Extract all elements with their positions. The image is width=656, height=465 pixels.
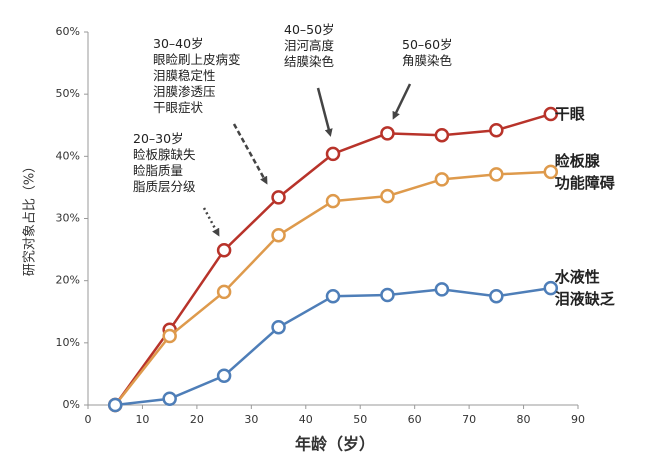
y-tick-label: 40%: [56, 149, 80, 162]
point: [380, 287, 395, 303]
point: [216, 284, 232, 300]
arrow: [202, 207, 220, 237]
annotation-arrows: [202, 83, 412, 237]
annotation: 40–50岁 泪河高度 结膜染色: [284, 22, 335, 69]
point: [489, 122, 504, 138]
y-tick-label: 0%: [63, 398, 80, 411]
x-tick-label: 60: [408, 413, 422, 426]
point: [107, 397, 123, 413]
arrow: [316, 87, 333, 137]
point: [543, 280, 559, 296]
x-axis-label: 年龄（岁）: [295, 435, 375, 454]
x-tick-label: 40: [299, 413, 313, 426]
point: [380, 188, 395, 204]
x-tick-label: 50: [353, 413, 367, 426]
x-tick-label: 10: [135, 413, 149, 426]
point: [216, 242, 232, 258]
point: [434, 282, 450, 297]
point: [216, 368, 232, 384]
point: [489, 288, 504, 304]
annotation: 20–30岁 睑板腺缺失 睑脂质量 脂质层分级: [133, 131, 196, 194]
x-tick-label: 30: [244, 413, 258, 426]
arrow: [392, 83, 412, 120]
point: [162, 391, 177, 407]
point: [489, 167, 504, 182]
legend-label: 干眼: [554, 105, 585, 124]
point: [434, 127, 450, 143]
legend-label: 睑板腺 功能障碍: [554, 151, 615, 192]
point: [271, 320, 286, 335]
point: [162, 328, 177, 344]
point: [325, 288, 341, 304]
point: [380, 126, 395, 141]
annotation: 30–40岁 眼睑刷上皮病变 泪膜稳定性 泪膜渗透压 干眼症状: [153, 36, 241, 115]
y-tick-label: 30%: [56, 212, 80, 225]
point: [543, 164, 559, 180]
point: [271, 190, 286, 205]
x-tick-label: 20: [190, 413, 204, 426]
point: [434, 172, 450, 187]
y-tick-label: 20%: [56, 274, 80, 287]
series-line: [115, 286, 551, 407]
y-axis-label: 研究对象占比（%）: [23, 160, 38, 276]
x-tick-label: 0: [85, 413, 92, 426]
y-tick-label: 10%: [56, 336, 80, 349]
x-tick-label: 90: [571, 413, 585, 426]
y-tick-label: 60%: [56, 25, 80, 38]
point: [325, 193, 341, 209]
x-tick-label: 70: [462, 413, 476, 426]
legend-label: 水液性 泪液缺乏: [554, 268, 615, 309]
arrow: [232, 123, 268, 185]
x-tick-label: 80: [517, 413, 531, 426]
point: [325, 146, 341, 162]
annotation: 50–60岁 角膜染色: [402, 37, 453, 68]
point: [543, 106, 559, 122]
point: [271, 228, 286, 243]
y-tick-label: 50%: [56, 87, 80, 100]
